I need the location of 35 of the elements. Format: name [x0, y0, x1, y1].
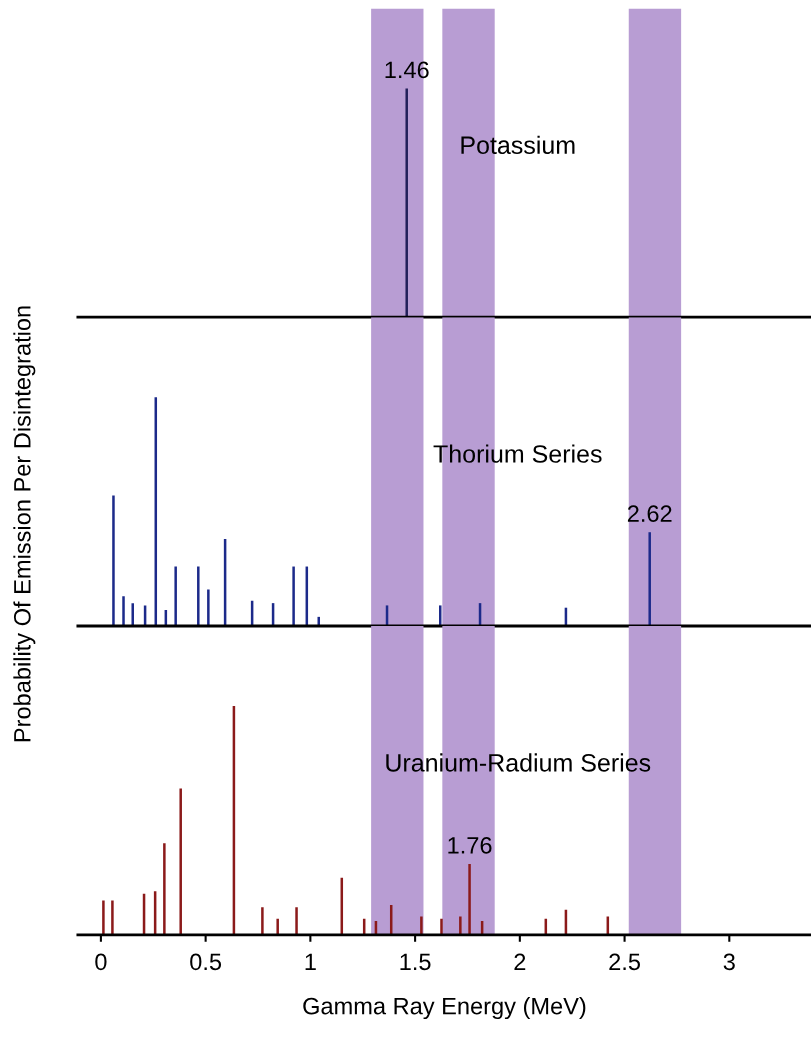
bar: [440, 918, 443, 935]
bar: [131, 603, 134, 627]
text: Potassium: [461, 135, 575, 155]
bar: [174, 566, 177, 627]
x-tick-label: 0: [95, 953, 107, 971]
x-tick-label: 1: [305, 953, 316, 970]
text: Thorium Series: [433, 444, 602, 463]
annotation: 1.76: [448, 836, 492, 854]
text: Uranium-Radium Series: [386, 753, 651, 772]
bar: [276, 918, 279, 935]
bar: [420, 916, 423, 935]
bar: [317, 616, 320, 627]
x-tick-label: 3: [723, 953, 735, 971]
x-tick-label: 2: [514, 953, 526, 970]
bar: [122, 596, 125, 627]
bar: [102, 900, 105, 935]
bar: [197, 566, 200, 627]
bar: [163, 843, 166, 935]
annotation: 2.62: [627, 505, 672, 522]
bar: [648, 532, 651, 627]
y-axis-title: Probability Of Emission Per Disintegration: [13, 306, 36, 742]
x-axis-title: Gamma Ray Energy (MeV): [303, 997, 586, 1020]
bar: [295, 907, 298, 935]
bar: [261, 907, 264, 935]
x-tick-label: 1.5: [400, 953, 431, 971]
bar: [112, 495, 115, 627]
bar: [292, 566, 295, 627]
bar: [459, 916, 462, 935]
annotation: 1.46: [385, 61, 429, 79]
bar: [468, 863, 471, 935]
bar: [207, 589, 210, 627]
bar: [111, 900, 114, 935]
x-tick-label: 2.5: [609, 953, 640, 971]
bar: [179, 788, 182, 935]
x-tick-label: 0.5: [190, 953, 222, 971]
